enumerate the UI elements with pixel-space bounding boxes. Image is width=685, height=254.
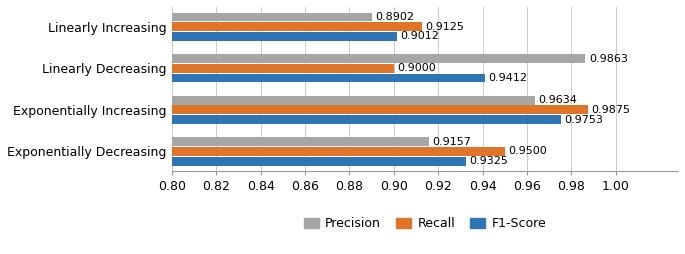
Bar: [172, 115, 561, 124]
Bar: [172, 54, 586, 63]
Text: 0.9012: 0.9012: [400, 31, 439, 41]
Text: 0.9157: 0.9157: [432, 137, 471, 147]
Bar: [172, 13, 372, 21]
Bar: [172, 22, 422, 31]
Bar: [172, 105, 588, 114]
Text: 0.9412: 0.9412: [488, 73, 527, 83]
Bar: [172, 137, 429, 146]
Bar: [172, 96, 534, 104]
Text: 0.9500: 0.9500: [508, 146, 547, 156]
Text: 0.9325: 0.9325: [469, 156, 508, 166]
Text: 0.8902: 0.8902: [375, 12, 414, 22]
Legend: Precision, Recall, F1-Score: Precision, Recall, F1-Score: [300, 213, 550, 234]
Bar: [172, 147, 505, 156]
Bar: [172, 64, 394, 73]
Text: 0.9634: 0.9634: [538, 95, 577, 105]
Bar: [172, 32, 397, 41]
Text: 0.9753: 0.9753: [564, 115, 603, 124]
Text: 0.9000: 0.9000: [397, 63, 436, 73]
Bar: [172, 157, 466, 166]
Text: 0.9125: 0.9125: [425, 22, 464, 32]
Text: 0.9863: 0.9863: [589, 54, 627, 64]
Bar: [172, 74, 486, 83]
Text: 0.9875: 0.9875: [591, 105, 630, 115]
